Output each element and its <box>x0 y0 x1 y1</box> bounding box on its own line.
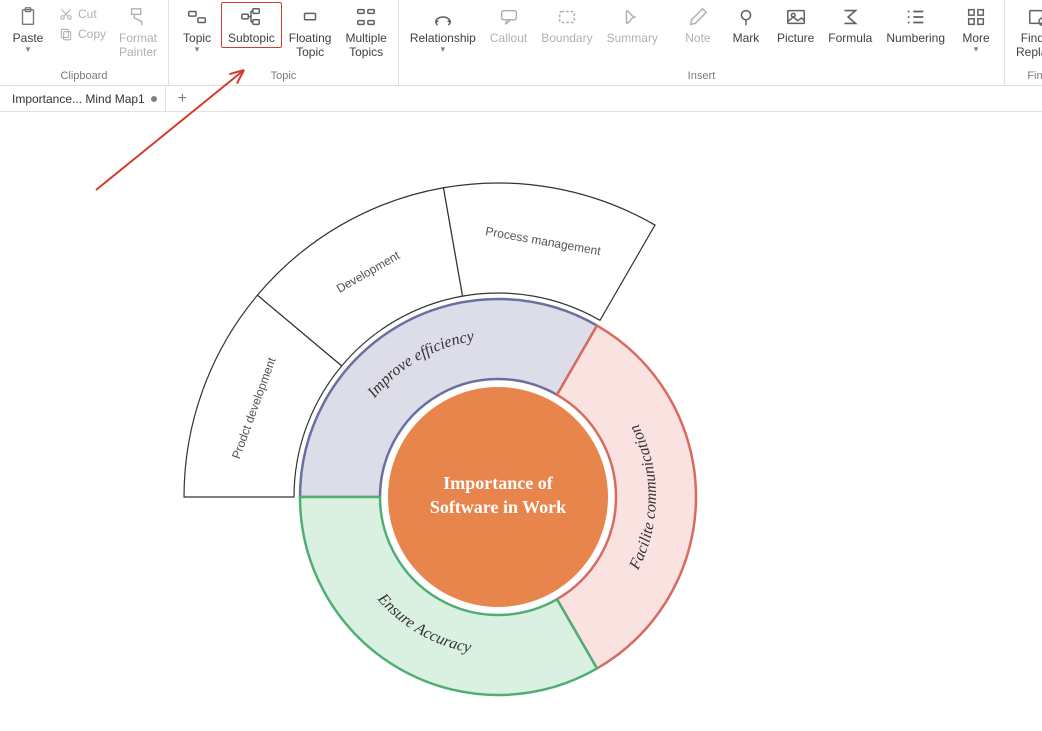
subtopic-icon <box>239 5 263 29</box>
numbering-button[interactable]: Numbering <box>879 2 952 48</box>
boundary-button[interactable]: Boundary <box>534 2 599 48</box>
numbering-icon <box>904 5 928 29</box>
multiple-topics-label-1: Multiple <box>345 31 386 45</box>
group-find-label: Find <box>1009 69 1042 85</box>
mark-label: Mark <box>733 31 760 45</box>
find-replace-icon <box>1026 5 1042 29</box>
paste-icon <box>16 5 40 29</box>
copy-icon <box>58 26 74 42</box>
format-painter-label-1: Format <box>119 31 157 45</box>
callout-label: Callout <box>490 31 527 45</box>
relationship-icon <box>431 5 455 29</box>
document-tab-label: Importance... Mind Map1 <box>12 92 145 106</box>
summary-button[interactable]: Summary <box>600 2 665 48</box>
more-icon <box>964 5 988 29</box>
dropdown-caret-icon: ▾ <box>195 45 200 53</box>
paste-button[interactable]: Paste ▾ <box>4 2 52 56</box>
callout-button[interactable]: Callout <box>483 2 534 48</box>
ribbon-toolbar: Paste ▾ Cut Copy <box>0 0 1042 86</box>
floating-topic-label-2: Topic <box>296 45 324 59</box>
copy-button[interactable]: Copy <box>54 24 110 44</box>
group-topic-label: Topic <box>173 69 394 85</box>
more-label: More <box>962 31 989 45</box>
group-find: Find & Replace Find <box>1005 0 1042 85</box>
relationship-button[interactable]: Relationship ▾ <box>403 2 483 56</box>
format-painter-button[interactable]: Format Painter <box>112 2 164 62</box>
floating-topic-icon <box>298 5 322 29</box>
topic-icon <box>185 5 209 29</box>
picture-icon <box>784 5 808 29</box>
formula-icon <box>838 5 862 29</box>
floating-topic-label-1: Floating <box>289 31 332 45</box>
subtopic-label: Subtopic <box>228 31 275 45</box>
group-insert: Relationship ▾ Callout Boundary Summary <box>399 0 1005 85</box>
dropdown-caret-icon: ▾ <box>974 45 979 53</box>
picture-button[interactable]: Picture <box>770 2 821 48</box>
boundary-label: Boundary <box>541 31 592 45</box>
multiple-topics-button[interactable]: Multiple Topics <box>338 2 393 62</box>
formula-label: Formula <box>828 31 872 45</box>
copy-label: Copy <box>78 27 106 41</box>
numbering-label: Numbering <box>886 31 945 45</box>
note-icon <box>686 5 710 29</box>
format-painter-label-2: Painter <box>119 45 157 59</box>
group-clipboard-label: Clipboard <box>4 69 164 85</box>
unsaved-dot-icon <box>151 96 157 102</box>
note-label: Note <box>685 31 710 45</box>
format-painter-icon <box>126 5 150 29</box>
mark-icon <box>734 5 758 29</box>
cut-icon <box>58 6 74 22</box>
relationship-label: Relationship <box>410 31 476 45</box>
find-label-1: Find & <box>1021 31 1042 45</box>
sunburst-diagram: Prodct developmentDevelopmentProcess man… <box>0 112 1042 731</box>
topic-button[interactable]: Topic ▾ <box>173 2 221 56</box>
callout-icon <box>497 5 521 29</box>
document-tab[interactable]: Importance... Mind Map1 <box>4 86 166 111</box>
boundary-icon <box>555 5 579 29</box>
paste-label: Paste <box>13 31 44 45</box>
group-clipboard: Paste ▾ Cut Copy <box>0 0 169 85</box>
group-insert-label: Insert <box>403 69 1000 85</box>
cut-button[interactable]: Cut <box>54 4 110 24</box>
multiple-topics-label-2: Topics <box>349 45 383 59</box>
document-tab-bar: Importance... Mind Map1 + <box>0 86 1042 112</box>
group-topic: Topic ▾ Subtopic Floating Topic <box>169 0 399 85</box>
multiple-topics-icon <box>354 5 378 29</box>
dropdown-caret-icon: ▾ <box>26 45 31 53</box>
cut-label: Cut <box>78 7 97 21</box>
mindmap-canvas[interactable]: Prodct developmentDevelopmentProcess man… <box>0 112 1042 731</box>
find-replace-button[interactable]: Find & Replace <box>1009 2 1042 62</box>
subtopic-button[interactable]: Subtopic <box>221 2 282 48</box>
picture-label: Picture <box>777 31 814 45</box>
add-tab-label: + <box>178 90 187 107</box>
dropdown-caret-icon: ▾ <box>441 45 446 53</box>
add-tab-button[interactable]: + <box>166 90 199 108</box>
topic-label: Topic <box>183 31 211 45</box>
summary-label: Summary <box>607 31 658 45</box>
more-button[interactable]: More ▾ <box>952 2 1000 56</box>
summary-icon <box>620 5 644 29</box>
note-button[interactable]: Note <box>674 2 722 48</box>
mark-button[interactable]: Mark <box>722 2 770 48</box>
floating-topic-button[interactable]: Floating Topic <box>282 2 339 62</box>
find-label-2: Replace <box>1016 45 1042 59</box>
formula-button[interactable]: Formula <box>821 2 879 48</box>
